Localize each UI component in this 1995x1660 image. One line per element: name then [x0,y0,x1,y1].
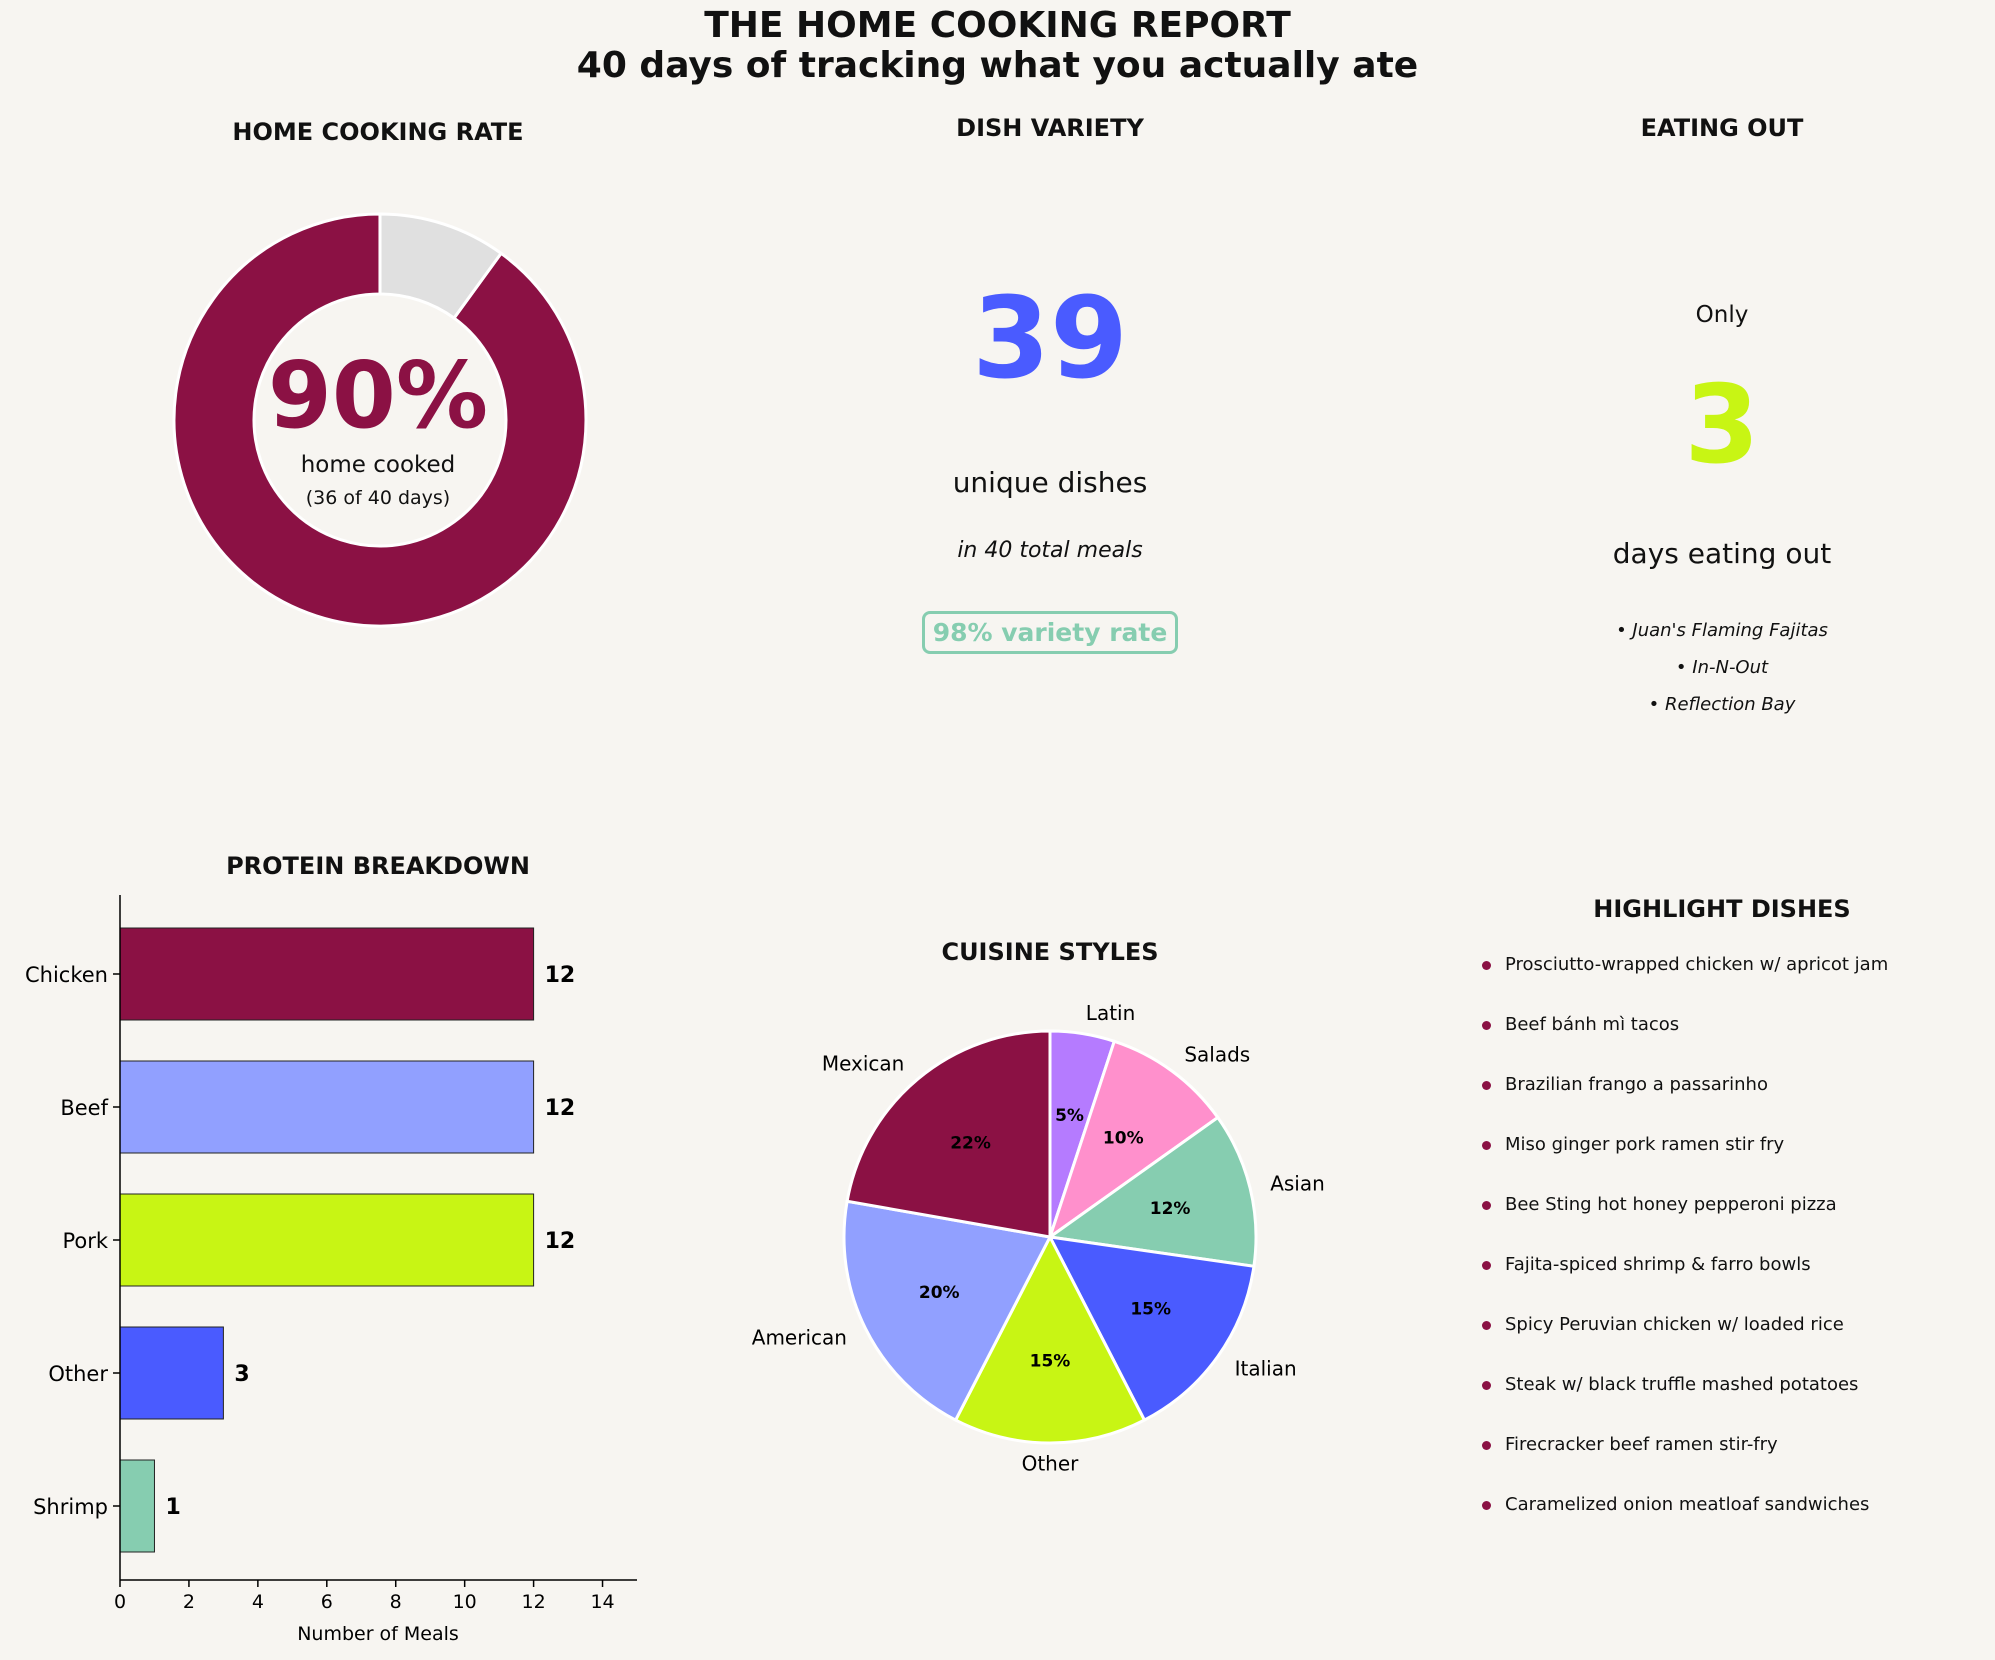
report-title: THE HOME COOKING REPORT 40 days of track… [0,6,1995,86]
y-tick-label: Beef [60,1096,108,1120]
dish-variety-title: DISH VARIETY [956,114,1144,142]
cuisine-pie-chart: 5% Latin 10% Salads 12% Asian 15% Italian 15% Oth… [752,1001,1325,1476]
highlight-bullet [1482,1441,1491,1450]
highlight-dish-item: Prosciutto-wrapped chicken w/ apricot ja… [1505,954,1889,975]
highlight-dish-item: Miso ginger pork ramen stir fry [1505,1134,1785,1155]
donut-segment-away [378,212,504,321]
highlight-bullet [1482,961,1491,970]
dish-variety-count: 39 [972,274,1128,404]
home-cooking-detail: (36 of 40 days) [305,487,451,509]
x-tick-label: 6 [321,1591,333,1613]
pie-label-latin: Latin [1086,1001,1135,1025]
x-tick-label: 14 [590,1591,614,1613]
eating-out-caption: days eating out [1612,537,1832,570]
protein-bar-chart: 12 12 12 3 1 Chicken Beef Pork Other Shrimp 0 2 4 6 8… [25,895,637,1645]
cuisine-chart-title: CUISINE STYLES [941,938,1159,966]
highlight-bullet [1482,1321,1491,1330]
bar-value-label: 12 [545,963,576,988]
pie-slice-other [953,1233,1147,1445]
highlight-dish-item: Beef bánh mì tacos [1505,1014,1680,1035]
y-tick-label: Pork [62,1229,108,1253]
bar-value-label: 3 [234,1362,249,1387]
eating-out-place-2: • In-N-Out [1675,657,1769,678]
pie-pct-label: 20% [919,1283,960,1303]
y-tick-label: Shrimp [33,1495,108,1519]
highlight-dish-item: Firecracker beef ramen stir-fry [1505,1434,1778,1455]
pie-pct-label: 12% [1150,1199,1191,1219]
highlight-dish-item: Caramelized onion meatloaf sandwiches [1505,1494,1870,1515]
highlight-bullet [1482,1021,1491,1030]
pie-label-mexican: Mexican [822,1051,905,1075]
eating-out-count: 3 [1684,363,1760,488]
pie-pct-label: 10% [1103,1128,1144,1148]
pie-slice-american [842,1199,1053,1423]
eating-out-place-1: • Juan's Flaming Fajitas [1616,620,1828,641]
pie-pct-label: 15% [1130,1300,1171,1320]
bar-shrimp [119,1459,155,1553]
eating-out-title: EATING OUT [1640,114,1804,142]
highlights-title: HIGHLIGHT DISHES [1593,895,1851,923]
pie-label-other: Other [1022,1452,1080,1476]
bar-other [119,1326,224,1420]
protein-chart-title: PROTEIN BREAKDOWN [226,852,530,880]
pie-label-asian: Asian [1270,1172,1325,1196]
pie-pct-label: 15% [1030,1352,1071,1372]
pie-slice-mexican [845,1029,1052,1239]
highlight-dish-item: Steak w/ black truffle mashed potatoes [1505,1374,1859,1395]
highlight-dish-item: Brazilian frango a passarinho [1505,1074,1768,1095]
x-tick-label: 10 [453,1591,477,1613]
highlight-bullet [1482,1501,1491,1510]
highlight-bullet [1482,1141,1491,1150]
home-cooking-title: HOME COOKING RATE [232,118,524,146]
pie-pct-label: 22% [950,1133,991,1153]
highlight-dish-item: Fajita-spiced shrimp & farro bowls [1505,1254,1811,1275]
y-tick-label: Other [48,1362,108,1386]
bar-value-label: 12 [545,1229,576,1254]
highlight-dish-item: Bee Sting hot honey pepperoni pizza [1505,1194,1837,1215]
variety-rate-badge: 98% variety rate [921,611,1179,654]
dish-variety-caption: unique dishes [952,466,1148,499]
bar-value-label: 12 [545,1096,576,1121]
pie-slice-italian [1047,1235,1256,1423]
x-tick-label: 2 [183,1591,195,1613]
x-tick-label: 8 [390,1591,402,1613]
home-cooking-caption: home cooked [300,452,456,478]
bar-value-label: 1 [165,1495,180,1520]
highlight-dish-item: Spicy Peruvian chicken w/ loaded rice [1505,1314,1844,1335]
x-axis-label: Number of Meals [297,1623,459,1645]
pie-slice-salads [1047,1039,1220,1241]
home-cooking-percent: 90% [267,342,489,449]
pie-slice-asian [1046,1115,1258,1269]
pie-label-american: American [752,1326,847,1350]
dish-variety-detail: in 40 total meals [957,538,1143,563]
report-title-line: THE HOME COOKING REPORT [704,5,1291,46]
home-cooking-donut [172,212,588,628]
highlight-bullet [1482,1381,1491,1390]
x-tick-label: 0 [114,1591,126,1613]
y-tick-label: Chicken [25,963,108,987]
pie-label-italian: Italian [1235,1356,1297,1380]
x-tick-label: 12 [522,1591,546,1613]
pie-pct-label: 5% [1055,1106,1084,1126]
bar-pork [119,1193,535,1287]
highlight-bullet [1482,1261,1491,1270]
pie-label-salads: Salads [1184,1043,1250,1067]
eating-out-place-3: • Reflection Bay [1648,694,1796,715]
highlight-bullet [1482,1081,1491,1090]
eating-out-prefix: Only [1695,302,1749,328]
x-tick-label: 4 [252,1591,264,1613]
bar-beef [119,1060,535,1154]
report-subtitle: 40 days of tracking what you actually at… [576,45,1419,86]
bar-chicken [119,927,535,1021]
highlight-bullet [1482,1201,1491,1210]
donut-segment-home [172,212,588,628]
